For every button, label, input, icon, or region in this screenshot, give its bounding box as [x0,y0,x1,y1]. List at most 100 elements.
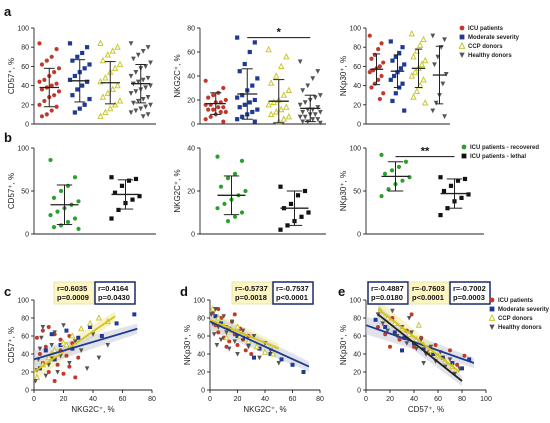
dot-healthy [297,114,303,120]
dot-lethal [438,175,443,180]
point-moderate [76,335,81,340]
dot-icu [377,64,382,69]
dot-ccp [273,72,280,79]
stat-box [408,281,450,305]
x-tick-label: 40 [89,396,97,403]
dot-moderate [235,95,240,100]
dot-icu [369,85,374,90]
point-ccp [223,334,230,341]
point-ccp [95,314,103,321]
point-moderate [213,314,218,319]
dot-icu [52,93,57,98]
point-moderate [373,317,378,322]
stat-p-value: p=0.0003 [453,293,485,302]
dot-lethal [299,214,304,219]
point-healthy [452,371,458,377]
dot-moderate [247,100,252,105]
dot-recovered [72,216,78,221]
point-healthy [49,343,54,348]
dot-recovered [239,158,245,163]
y-tick-label: 0 [191,232,195,239]
y-tick-label: 60 [21,334,29,341]
dot-ccp [114,43,121,50]
dot-moderate [75,87,80,92]
dot-lethal [306,210,311,215]
x-tick-label: 0 [208,396,212,403]
dot-recovered [239,210,245,215]
dot-recovered [379,194,384,199]
point-icu [40,328,45,333]
dot-healthy [133,108,139,114]
point-icu [376,325,380,329]
point-ccp [78,325,85,332]
dot-ccp [265,45,272,53]
point-moderate [49,332,54,337]
point-healthy [55,370,60,375]
dot-moderate [397,50,402,56]
dot-healthy [305,83,311,89]
point-moderate [383,325,388,329]
point-healthy [457,366,462,371]
dot-icu [37,79,42,84]
point-healthy [105,343,111,348]
dot-moderate [242,61,247,67]
y-tick-label: 0 [357,388,361,395]
legend-label-recovered: ICU patients - recovered [470,145,539,151]
y-axis-label: NKG2C⁺, % [173,54,182,97]
point-icu [409,312,414,317]
dot-icu [49,83,54,88]
dot-ccp [99,56,107,64]
point-icu [232,312,237,317]
dot-moderate [240,93,245,98]
dot-icu [42,77,47,82]
fit-line-ccp [209,318,280,350]
dot-healthy [315,69,321,74]
x-tick-label: 60 [119,396,127,403]
dot-recovered [55,209,60,214]
dot-moderate [392,73,397,79]
point-moderate [88,325,93,329]
panel-letter-e: e [338,284,345,299]
dot-moderate [77,106,82,111]
dot-moderate [240,114,245,119]
stat-box [53,281,95,305]
dot-ccp [413,87,421,94]
dot-lethal [295,193,301,198]
dot-recovered [76,199,81,204]
dot-ccp [278,105,285,113]
dot-healthy [133,89,139,95]
stat-box [94,281,136,305]
dot-recovered [51,195,57,200]
y-tick-label: 40 [353,352,361,359]
dot-healthy [317,93,323,98]
y-tick-label: 20 [187,189,195,196]
point-icu [249,352,254,356]
dot-moderate [390,98,395,104]
dot-icu [37,41,42,46]
point-ccp [69,332,76,339]
panel-letter-d: d [180,284,188,299]
dot-icu [221,119,226,124]
y-tick-label: 60 [187,50,195,57]
y-tick-label: 0 [25,232,29,239]
dot-icu [203,78,208,83]
dot-healthy [128,110,134,116]
dot-ccp [275,117,282,125]
dot-healthy [145,112,151,118]
dot-ccp [116,97,124,104]
dot-moderate [235,117,240,122]
stat-p-value: p=0.0180 [371,293,403,302]
dot-healthy [131,56,136,62]
point-icu [61,371,66,376]
point-icu [235,343,240,347]
y-tick-label: 80 [197,316,205,323]
y-tick-label: 20 [353,102,361,109]
dot-healthy [302,114,308,120]
point-moderate [252,355,256,360]
dot-healthy [442,114,447,120]
dot-moderate [255,107,260,112]
x-axis-label: NKG2C⁺, % [243,405,286,414]
dot-icu [44,58,49,63]
dot-healthy [131,100,136,106]
legend-marker-recovered [461,144,467,150]
